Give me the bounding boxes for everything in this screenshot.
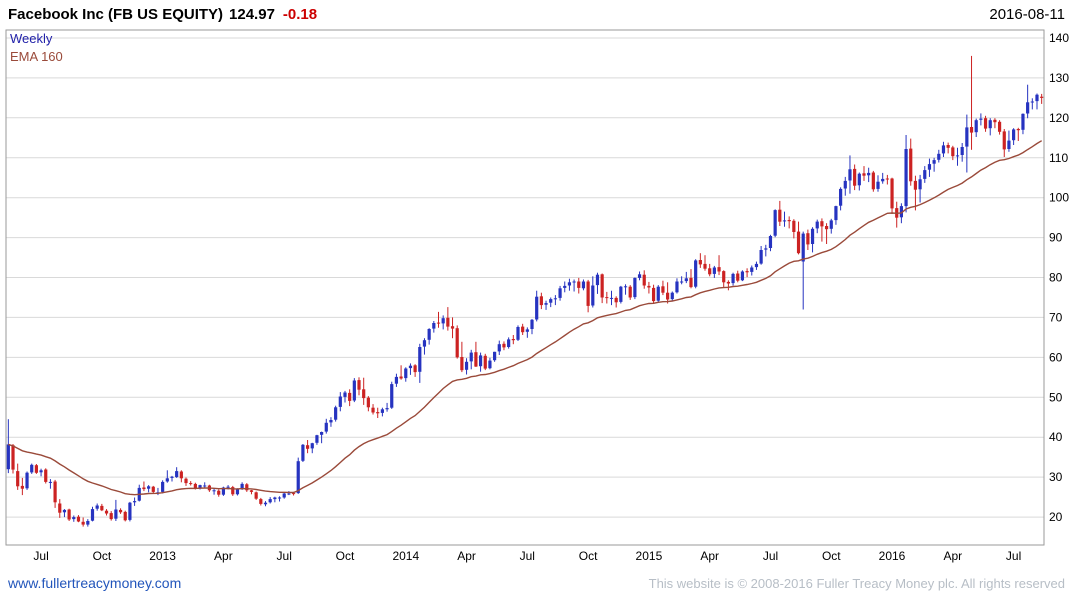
svg-text:Apr: Apr xyxy=(457,549,476,563)
copyright-text: This website is © 2008-2016 Fuller Treac… xyxy=(648,575,1065,591)
plot-frame xyxy=(5,29,1045,546)
svg-text:Apr: Apr xyxy=(700,549,719,563)
svg-text:90: 90 xyxy=(1049,231,1063,245)
last-price: 124.97 xyxy=(229,5,275,23)
page-footer: www.fullertreacymoney.com This website i… xyxy=(0,572,1075,600)
svg-text:30: 30 xyxy=(1049,470,1063,484)
svg-text:2014: 2014 xyxy=(392,549,419,563)
svg-text:Jul: Jul xyxy=(520,549,535,563)
instrument-title: Facebook Inc (FB US EQUITY) 124.97 -0.18 xyxy=(8,6,317,23)
price-change: -0.18 xyxy=(282,5,318,23)
svg-text:2015: 2015 xyxy=(636,549,663,563)
svg-text:Apr: Apr xyxy=(214,549,233,563)
y-axis-labels: 20 30 40 50 60 70 80 90 100 110 120 130 140 xyxy=(1049,31,1069,524)
ema-label: EMA 160 xyxy=(10,49,63,64)
page-title: Facebook Inc (FB US EQUITY) xyxy=(8,5,224,23)
svg-text:2013: 2013 xyxy=(149,549,176,563)
svg-text:110: 110 xyxy=(1049,151,1068,165)
chart-date: 2016-08-11 xyxy=(989,5,1065,23)
ema-line xyxy=(8,140,1043,496)
candles-group xyxy=(6,55,1044,527)
svg-text:80: 80 xyxy=(1049,271,1063,285)
svg-text:40: 40 xyxy=(1049,430,1063,444)
svg-text:60: 60 xyxy=(1049,350,1063,364)
svg-text:20: 20 xyxy=(1049,510,1063,524)
svg-text:Oct: Oct xyxy=(822,549,841,563)
y-gridlines xyxy=(6,37,1044,518)
svg-text:Apr: Apr xyxy=(943,549,962,563)
svg-text:2016: 2016 xyxy=(879,549,906,563)
x-axis-labels: Jul Oct 2013 Apr Jul Oct 2014 Apr Jul Oct 2015 Apr J… xyxy=(33,549,1021,563)
svg-text:Jul: Jul xyxy=(763,549,778,563)
svg-text:130: 130 xyxy=(1049,71,1069,85)
svg-text:Jul: Jul xyxy=(277,549,292,563)
svg-text:140: 140 xyxy=(1049,31,1069,45)
svg-text:Jul: Jul xyxy=(1006,549,1021,563)
price-chart[interactable]: 20 30 40 50 60 70 80 90 100 110 120 130 140 Jul Oct 201… xyxy=(0,26,1075,572)
svg-text:50: 50 xyxy=(1049,390,1063,404)
svg-text:120: 120 xyxy=(1049,111,1069,125)
svg-text:Oct: Oct xyxy=(93,549,112,563)
chart-legend: Weekly EMA 160 xyxy=(10,30,63,66)
svg-text:70: 70 xyxy=(1049,310,1063,324)
svg-text:100: 100 xyxy=(1049,191,1069,205)
timeframe-label: Weekly xyxy=(10,31,53,46)
chart-area: 20 30 40 50 60 70 80 90 100 110 120 130 140 Jul Oct 201… xyxy=(0,26,1075,572)
svg-text:Jul: Jul xyxy=(33,549,48,563)
svg-text:Oct: Oct xyxy=(336,549,355,563)
svg-text:Oct: Oct xyxy=(579,549,598,563)
chart-header: Facebook Inc (FB US EQUITY) 124.97 -0.18 2… xyxy=(0,0,1075,26)
site-link[interactable]: www.fullertreacymoney.com xyxy=(8,575,182,591)
